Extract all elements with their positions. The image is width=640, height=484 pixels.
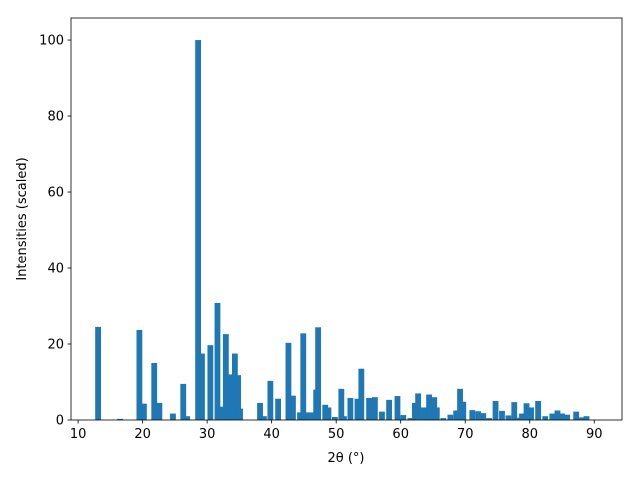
bar [297, 412, 303, 420]
bar [315, 327, 322, 420]
bar [523, 403, 530, 420]
x-tick-label: 30 [199, 427, 216, 442]
y-tick-label: 100 [39, 34, 64, 49]
bar [511, 402, 518, 420]
bar [354, 398, 361, 420]
x-tick-label: 40 [263, 427, 280, 442]
bar [310, 412, 316, 420]
x-tick-label: 20 [134, 427, 151, 442]
bar [386, 399, 392, 420]
x-axis-label: 2θ (°) [327, 451, 364, 466]
bar [549, 413, 556, 420]
bar [227, 374, 234, 420]
bar [261, 416, 267, 420]
bar [214, 302, 221, 420]
bar [480, 413, 487, 420]
bar [400, 415, 407, 420]
y-tick-label: 40 [47, 262, 64, 277]
bar [426, 394, 432, 420]
bar [366, 397, 372, 420]
bar [486, 418, 492, 420]
bar [394, 396, 401, 420]
bar [457, 388, 463, 420]
bar [447, 414, 454, 420]
x-tick-label: 50 [328, 427, 345, 442]
bar [535, 401, 542, 420]
bar [141, 403, 147, 420]
bar [136, 329, 143, 420]
bar [421, 407, 427, 420]
bar [267, 380, 274, 420]
x-tick-label: 60 [392, 427, 409, 442]
bar [300, 333, 307, 420]
bar [207, 345, 214, 420]
y-tick-label: 60 [47, 186, 64, 201]
bar [453, 410, 460, 420]
y-tick-label: 20 [47, 338, 64, 353]
bar [231, 353, 238, 420]
bar [285, 342, 292, 420]
bar [505, 415, 512, 420]
x-tick-label: 80 [521, 427, 538, 442]
bar [117, 418, 123, 420]
bar [275, 398, 282, 420]
bar [499, 410, 505, 420]
bar [199, 353, 205, 420]
bar [433, 407, 440, 420]
y-tick-label: 0 [56, 414, 64, 429]
bar [358, 368, 365, 420]
bar [237, 408, 243, 420]
bar [156, 402, 163, 420]
x-tick-label: 70 [457, 427, 474, 442]
bar [338, 388, 345, 420]
bar [222, 334, 229, 420]
bar [415, 393, 422, 420]
bar [440, 418, 447, 420]
bar [325, 407, 332, 420]
bar [180, 383, 187, 420]
bar [322, 404, 329, 420]
bar [573, 411, 580, 420]
bar [184, 416, 191, 420]
bar [554, 410, 561, 420]
bar [460, 401, 467, 420]
bar [515, 417, 522, 420]
y-tick-label: 80 [47, 110, 64, 125]
bar [371, 397, 378, 420]
bar [559, 413, 565, 420]
bar [542, 416, 549, 420]
bar [218, 406, 225, 420]
bar [469, 410, 476, 420]
bar [95, 326, 102, 420]
bar [304, 412, 311, 420]
bar [257, 402, 263, 420]
bar [583, 416, 590, 420]
x-tick-label: 10 [70, 427, 87, 442]
bar [579, 417, 585, 420]
bar [151, 363, 158, 420]
bar [341, 416, 347, 420]
bar [519, 413, 525, 420]
plot-frame [70, 17, 623, 421]
bar [379, 411, 385, 420]
bar [170, 413, 176, 420]
bar [290, 395, 296, 420]
bar [411, 402, 418, 420]
bar [528, 407, 534, 420]
y-axis-label: Intensities (scaled) [15, 157, 30, 280]
bar [195, 40, 202, 420]
bar [347, 397, 354, 420]
bar [407, 418, 414, 420]
bar [475, 411, 482, 420]
bar [331, 416, 338, 420]
x-tick-label: 90 [586, 427, 603, 442]
bar [235, 375, 242, 420]
bar [564, 414, 571, 420]
bar [492, 401, 499, 420]
